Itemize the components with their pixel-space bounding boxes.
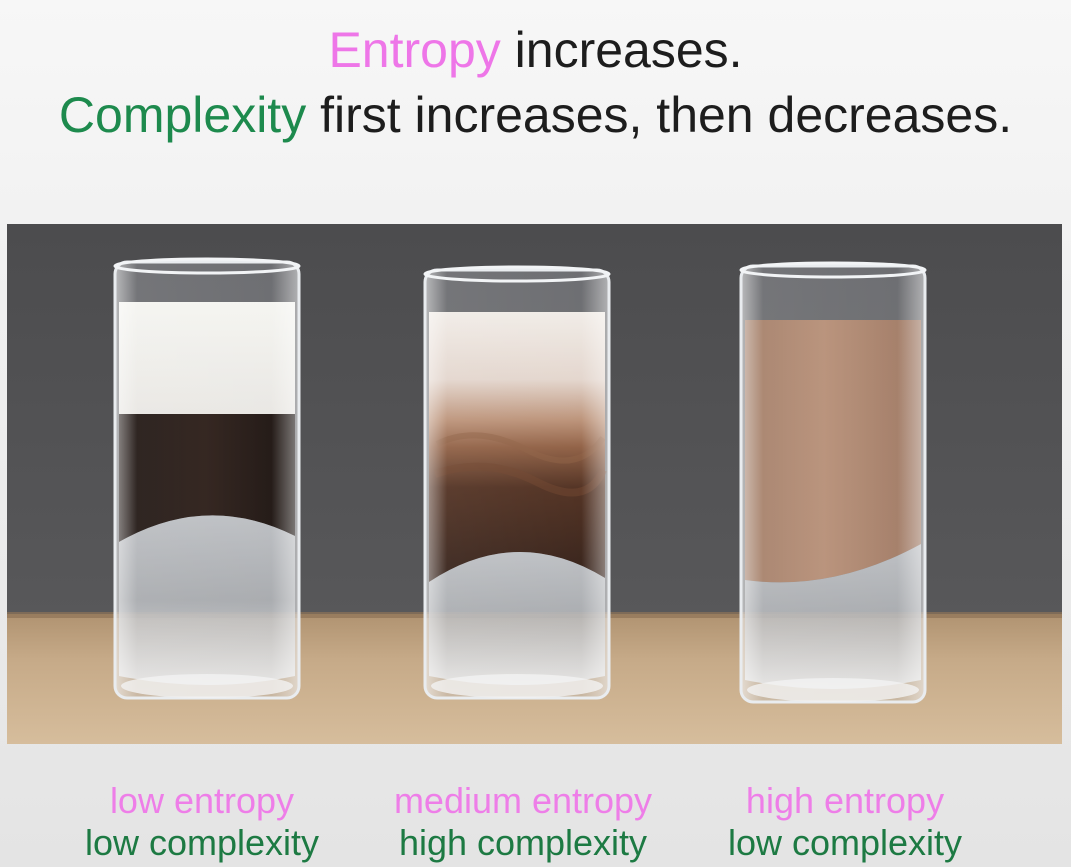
complexity-label: low complexity [727,822,963,863]
complexity-label: low complexity [84,822,320,863]
entropy-label: low entropy [109,780,295,821]
entropy-label: high entropy [745,780,945,821]
headline-2-rest: first increases, then decreases. [306,87,1013,143]
entropy-label: medium entropy [393,780,653,821]
label-glass-1: low entropy low complexity [22,780,382,864]
label-glass-2: medium entropy high complexity [343,780,703,864]
glass-medium-entropy [423,265,611,700]
headline-line-2: Complexity first increases, then decreas… [0,90,1071,140]
glass-high-entropy [739,261,927,704]
headline-1-rest: increases. [500,22,743,78]
label-glass-3: high entropy low complexity [665,780,1025,864]
entropy-keyword: Entropy [328,22,501,78]
headline-line-1: Entropy increases. [0,25,1071,75]
coffee-milk-glasses-photo [7,224,1062,744]
glass-low-entropy [113,257,301,700]
complexity-label: high complexity [398,822,648,863]
complexity-keyword: Complexity [58,87,307,143]
